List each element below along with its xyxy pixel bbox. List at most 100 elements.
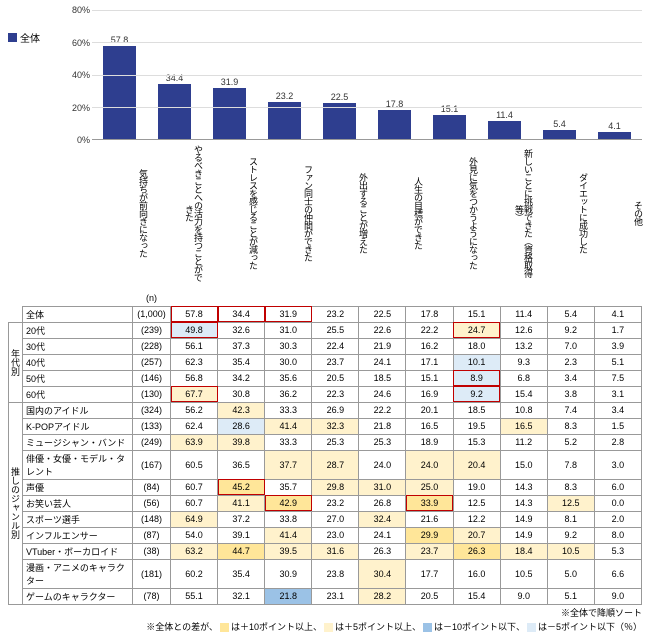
cell: 39.5 xyxy=(265,543,312,559)
row-n: (38) xyxy=(133,543,171,559)
cell: 17.1 xyxy=(406,354,453,370)
cell: 24.7 xyxy=(453,322,500,338)
cell: 11.4 xyxy=(500,306,547,322)
cell: 16.2 xyxy=(406,338,453,354)
table-row: ミュージシャン・バンド(249)63.939.833.325.325.318.9… xyxy=(9,434,642,450)
table-row: スポーツ選手(148)64.937.233.827.032.421.612.21… xyxy=(9,511,642,527)
bar xyxy=(488,121,521,139)
cell: 13.2 xyxy=(500,338,547,354)
row-label: VTuber・ボーカロイド xyxy=(23,543,133,559)
cell: 23.2 xyxy=(312,306,359,322)
cell: 14.9 xyxy=(500,511,547,527)
cell: 20.5 xyxy=(406,588,453,604)
cell: 42.3 xyxy=(218,402,265,418)
y-tick: 60% xyxy=(72,38,90,48)
cell: 3.0 xyxy=(594,450,641,479)
y-tick: 80% xyxy=(72,5,90,15)
row-label: 全体 xyxy=(23,306,133,322)
cell: 4.1 xyxy=(594,306,641,322)
cell: 6.6 xyxy=(594,559,641,588)
cell: 23.8 xyxy=(312,559,359,588)
table-row: 漫画・アニメのキャラクター(181)60.235.430.923.830.417… xyxy=(9,559,642,588)
cell: 21.8 xyxy=(265,588,312,604)
table-row: 声優(84)60.745.235.729.831.025.019.014.38.… xyxy=(9,479,642,495)
cell: 30.3 xyxy=(265,338,312,354)
cell: 22.4 xyxy=(312,338,359,354)
row-label: 国内のアイドル xyxy=(23,402,133,418)
cell: 12.5 xyxy=(547,495,594,511)
cell: 17.7 xyxy=(406,559,453,588)
row-n: (84) xyxy=(133,479,171,495)
cell: 22.6 xyxy=(359,322,406,338)
cell: 15.1 xyxy=(406,370,453,386)
cell: 1.5 xyxy=(594,418,641,434)
cell: 15.1 xyxy=(453,306,500,322)
cell: 12.5 xyxy=(453,495,500,511)
cell: 32.1 xyxy=(218,588,265,604)
cell: 9.3 xyxy=(500,354,547,370)
cell: 6.0 xyxy=(594,479,641,495)
cell: 8.3 xyxy=(547,479,594,495)
x-label: ファン同士の仲間ができた xyxy=(257,142,312,282)
cell: 3.4 xyxy=(594,402,641,418)
cell: 37.2 xyxy=(218,511,265,527)
table-row: K-POPアイドル(133)62.428.641.432.321.816.519… xyxy=(9,418,642,434)
cell: 3.8 xyxy=(547,386,594,402)
cell: 27.0 xyxy=(312,511,359,527)
cell: 5.1 xyxy=(594,354,641,370)
cell: 60.7 xyxy=(171,495,218,511)
cell: 24.1 xyxy=(359,354,406,370)
table-row: 全体(1,000)57.834.431.923.222.517.815.111.… xyxy=(9,306,642,322)
cell: 20.7 xyxy=(453,527,500,543)
x-label: 外見に気をつかうようになった xyxy=(422,142,477,282)
cell: 62.4 xyxy=(171,418,218,434)
x-label: その他 xyxy=(587,142,642,282)
bar-value: 15.1 xyxy=(441,104,459,114)
cell: 17.8 xyxy=(406,306,453,322)
cell: 1.7 xyxy=(594,322,641,338)
cell: 35.4 xyxy=(218,559,265,588)
x-label: ダイエットに成功した xyxy=(532,142,587,282)
cell: 41.4 xyxy=(265,527,312,543)
cell: 21.6 xyxy=(406,511,453,527)
cell: 39.8 xyxy=(218,434,265,450)
data-table: (n)全体(1,000)57.834.431.923.222.517.815.1… xyxy=(8,290,642,605)
cell: 31.6 xyxy=(312,543,359,559)
bar xyxy=(433,115,466,139)
cell: 23.7 xyxy=(406,543,453,559)
bar xyxy=(158,84,191,139)
cell: 28.6 xyxy=(218,418,265,434)
cell: 26.9 xyxy=(312,402,359,418)
bar xyxy=(103,46,136,139)
cell: 8.1 xyxy=(547,511,594,527)
row-label: 50代 xyxy=(23,370,133,386)
cell: 20.5 xyxy=(312,370,359,386)
row-label: 漫画・アニメのキャラクター xyxy=(23,559,133,588)
cell: 29.9 xyxy=(406,527,453,543)
cell: 31.9 xyxy=(265,306,312,322)
y-tick: 40% xyxy=(72,70,90,80)
cell: 8.3 xyxy=(547,418,594,434)
cell: 18.0 xyxy=(453,338,500,354)
row-n: (148) xyxy=(133,511,171,527)
cell: 14.9 xyxy=(500,527,547,543)
cell: 16.9 xyxy=(406,386,453,402)
table-row: お笑い芸人(56)60.741.142.923.226.833.912.514.… xyxy=(9,495,642,511)
cell: 45.2 xyxy=(218,479,265,495)
cell: 55.1 xyxy=(171,588,218,604)
cell: 9.2 xyxy=(547,322,594,338)
cell: 34.2 xyxy=(218,370,265,386)
group-header: 年代別 xyxy=(9,322,23,402)
cell: 49.8 xyxy=(171,322,218,338)
bar-chart: 0%20%40%60%80% 57.834.431.923.222.517.81… xyxy=(64,10,642,160)
cell: 20.4 xyxy=(453,450,500,479)
cell: 5.4 xyxy=(547,306,594,322)
cell: 18.9 xyxy=(406,434,453,450)
table-row: 60代(130)67.730.836.222.324.616.99.215.43… xyxy=(9,386,642,402)
bar xyxy=(323,103,356,139)
cell: 23.7 xyxy=(312,354,359,370)
bar-value: 17.8 xyxy=(386,99,404,109)
cell: 41.4 xyxy=(265,418,312,434)
cell: 18.4 xyxy=(500,543,547,559)
row-n: (249) xyxy=(133,434,171,450)
